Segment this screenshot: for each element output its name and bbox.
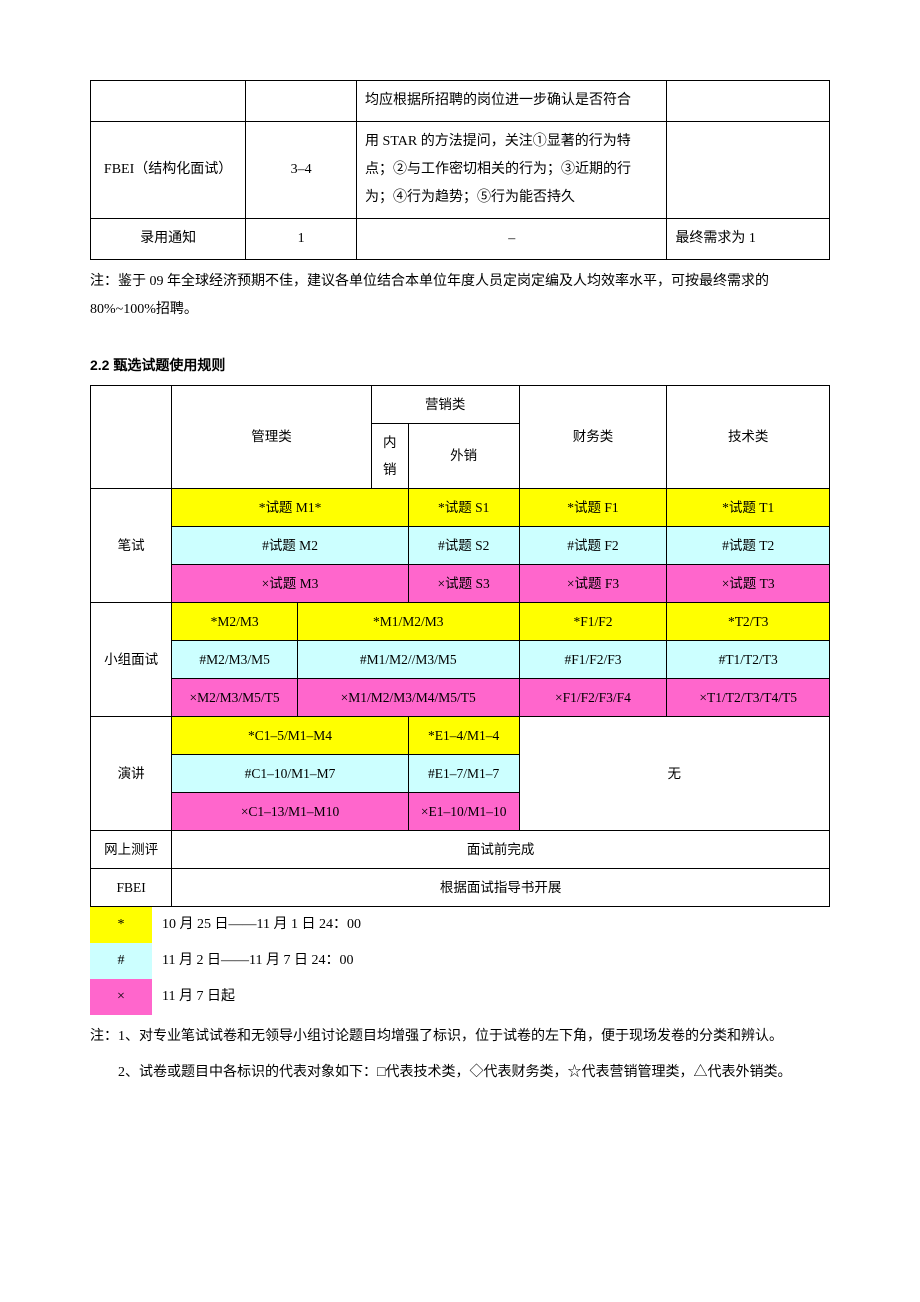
header-tech: 技术类 (667, 385, 830, 488)
cell: ×E1–10/M1–10 (408, 792, 519, 830)
legend-swatch-yellow: * (90, 907, 152, 943)
cell: ×F1/F2/F3/F4 (519, 678, 667, 716)
note2-line2: 2、试卷或题目中各标识的代表对象如下：□代表技术类，◇代表财务类，☆代表营销管理… (90, 1059, 830, 1087)
header-mgmt: 管理类 (172, 385, 372, 488)
cell: *试题 T1 (667, 488, 830, 526)
note-text: 注：鉴于 09 年全球经济预期不佳，建议各单位结合本单位年度人员定岗定编及人均效… (90, 268, 830, 324)
header-export: 外销 (408, 423, 519, 488)
process-table: 均应根据所招聘的岗位进一步确认是否符合 FBEI（结构化面试） 3–4 用 ST… (90, 80, 830, 260)
row-label-written: 笔试 (91, 488, 172, 602)
legend-text: 11 月 2 日——11 月 7 日 24：00 (152, 943, 830, 979)
table-row: 小组面试 *M2/M3 *M1/M2/M3 *F1/F2 *T2/T3 (91, 602, 830, 640)
cell: ×C1–13/M1–M10 (172, 792, 408, 830)
cell: *M1/M2/M3 (297, 602, 519, 640)
row-label-group: 小组面试 (91, 602, 172, 716)
cell: *T2/T3 (667, 602, 830, 640)
header-empty (91, 385, 172, 488)
cell: ×T1/T2/T3/T4/T5 (667, 678, 830, 716)
cell: *F1/F2 (519, 602, 667, 640)
cell-empty (91, 81, 246, 122)
cell-empty (667, 122, 830, 219)
cell: ×试题 T3 (667, 564, 830, 602)
cell-desc: – (357, 219, 667, 260)
table-row: 演讲 *C1–5/M1–M4 *E1–4/M1–4 无 (91, 716, 830, 754)
table-row: 均应根据所招聘的岗位进一步确认是否符合 (91, 81, 830, 122)
cell: *E1–4/M1–4 (408, 716, 519, 754)
legend-swatch-cyan: # (90, 943, 152, 979)
cell-stage: 录用通知 (91, 219, 246, 260)
cell-ratio: 1 (246, 219, 357, 260)
cell: #M2/M3/M5 (172, 640, 298, 678)
header-fin: 财务类 (519, 385, 667, 488)
row-label-fbei: FBEI (91, 868, 172, 906)
cell: ×试题 M3 (172, 564, 408, 602)
note2-line1: 注：1、对专业笔试试卷和无领导小组讨论题目均增强了标识，位于试卷的左下角，便于现… (90, 1023, 830, 1051)
cell-fbei: 根据面试指导书开展 (172, 868, 830, 906)
table-row: FBEI 根据面试指导书开展 (91, 868, 830, 906)
table-row: ×M2/M3/M5/T5 ×M1/M2/M3/M4/M5/T5 ×F1/F2/F… (91, 678, 830, 716)
header-mkt: 营销类 (371, 385, 519, 423)
cell: #试题 M2 (172, 526, 408, 564)
cell: #试题 T2 (667, 526, 830, 564)
section-heading: 2.2 甄选试题使用规则 (90, 352, 830, 379)
cell: #T1/T2/T3 (667, 640, 830, 678)
cell-none: 无 (519, 716, 829, 830)
table-row: 网上测评 面试前完成 (91, 830, 830, 868)
cell: *试题 M1* (172, 488, 408, 526)
cell-empty (246, 81, 357, 122)
legend-row: # 11 月 2 日——11 月 7 日 24：00 (90, 943, 830, 979)
table-row: 笔试 *试题 M1* *试题 S1 *试题 F1 *试题 T1 (91, 488, 830, 526)
table-row: FBEI（结构化面试） 3–4 用 STAR 的方法提问，关注①显著的行为特点；… (91, 122, 830, 219)
cell-ratio: 3–4 (246, 122, 357, 219)
legend-text: 10 月 25 日——11 月 1 日 24：00 (152, 907, 830, 943)
table-row: #M2/M3/M5 #M1/M2//M3/M5 #F1/F2/F3 #T1/T2… (91, 640, 830, 678)
cell: #F1/F2/F3 (519, 640, 667, 678)
cell-online: 面试前完成 (172, 830, 830, 868)
cell-desc: 用 STAR 的方法提问，关注①显著的行为特点；②与工作密切相关的行为；③近期的… (357, 122, 667, 219)
cell: *试题 S1 (408, 488, 519, 526)
cell: ×试题 S3 (408, 564, 519, 602)
cell-empty (667, 81, 830, 122)
cell: #M1/M2//M3/M5 (297, 640, 519, 678)
legend-swatch-magenta: × (90, 979, 152, 1015)
cell: #试题 S2 (408, 526, 519, 564)
legend-row: × 11 月 7 日起 (90, 979, 830, 1015)
cell: #C1–10/M1–M7 (172, 754, 408, 792)
table-row: ×试题 M3 ×试题 S3 ×试题 F3 ×试题 T3 (91, 564, 830, 602)
row-label-speech: 演讲 (91, 716, 172, 830)
cell-note: 最终需求为 1 (667, 219, 830, 260)
cell: ×M1/M2/M3/M4/M5/T5 (297, 678, 519, 716)
cell: #试题 F2 (519, 526, 667, 564)
table-row: 录用通知 1 – 最终需求为 1 (91, 219, 830, 260)
cell: *C1–5/M1–M4 (172, 716, 408, 754)
cell: ×试题 F3 (519, 564, 667, 602)
legend-table: * 10 月 25 日——11 月 1 日 24：00 # 11 月 2 日——… (90, 907, 830, 1015)
cell-stage: FBEI（结构化面试） (91, 122, 246, 219)
header-domestic: 内销 (371, 423, 408, 488)
cell-desc: 均应根据所招聘的岗位进一步确认是否符合 (357, 81, 667, 122)
row-label-online: 网上测评 (91, 830, 172, 868)
question-rules-table: 管理类 营销类 财务类 技术类 内销 外销 笔试 *试题 M1* *试题 S1 … (90, 385, 830, 907)
cell: *试题 F1 (519, 488, 667, 526)
legend-row: * 10 月 25 日——11 月 1 日 24：00 (90, 907, 830, 943)
legend-text: 11 月 7 日起 (152, 979, 830, 1015)
cell: *M2/M3 (172, 602, 298, 640)
table-row: #试题 M2 #试题 S2 #试题 F2 #试题 T2 (91, 526, 830, 564)
table-header-row: 管理类 营销类 财务类 技术类 (91, 385, 830, 423)
cell: ×M2/M3/M5/T5 (172, 678, 298, 716)
cell: #E1–7/M1–7 (408, 754, 519, 792)
